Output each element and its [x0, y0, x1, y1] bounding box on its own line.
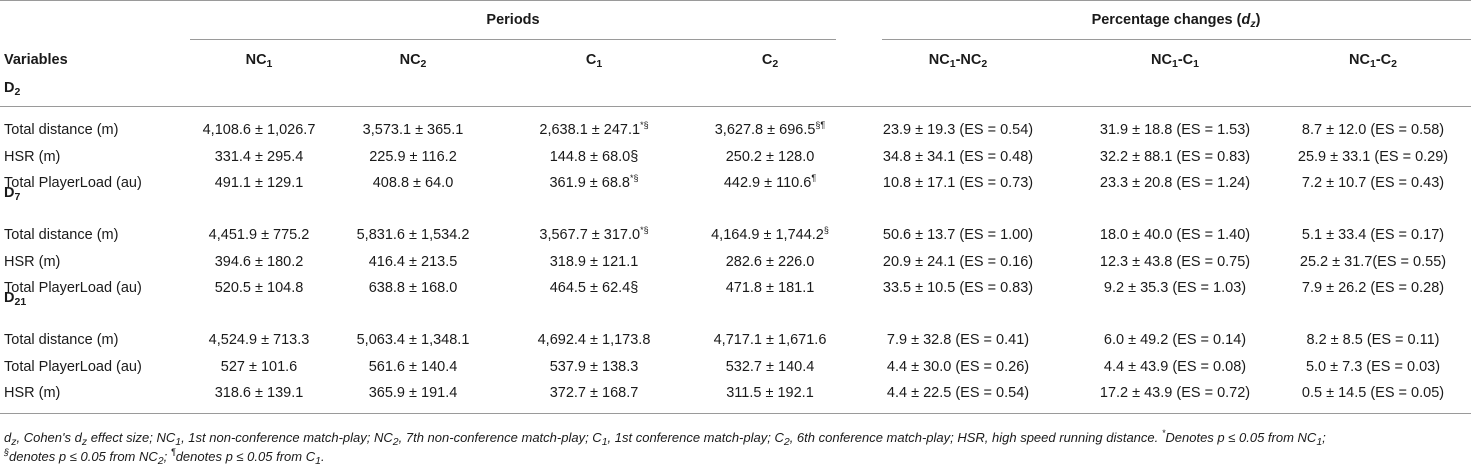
- group-label: D7: [4, 185, 21, 203]
- value-cell-c2: 311.5 ± 192.1: [726, 385, 814, 401]
- value-cell-d1: 34.8 ± 34.1 (ES = 0.48): [882, 148, 1034, 165]
- periods-rule: [190, 39, 836, 40]
- value-cell-c1: 372.7 ± 168.7: [549, 385, 639, 401]
- value-cell-c2: 3,627.8 ± 696.5§¶: [714, 120, 826, 139]
- value-cell-d3: 5.1 ± 33.4 (ES = 0.17): [1301, 227, 1445, 243]
- value-cell-c2: 471.8 ± 181.1: [725, 280, 815, 296]
- value-cell-nc1: 331.4 ± 295.4: [214, 148, 304, 165]
- variable-cell: Total distance (m): [4, 227, 119, 243]
- value-cell-nc1: 4,108.6 ± 1,026.7: [202, 122, 316, 138]
- header-bottom-rule: [0, 106, 1471, 107]
- col-header-nc1-nc2: NC1-NC2: [928, 52, 988, 70]
- value-cell-d1: 23.9 ± 19.3 (ES = 0.54): [882, 122, 1034, 138]
- value-cell-c1: 537.9 ± 138.3: [549, 358, 639, 375]
- value-cell-nc1: 394.6 ± 180.2: [214, 253, 304, 270]
- value-cell-c1: 3,567.7 ± 317.0*§: [539, 225, 649, 244]
- value-cell-d2: 6.0 ± 49.2 (ES = 0.14): [1103, 332, 1247, 348]
- value-cell-d2: 31.9 ± 18.8 (ES = 1.53): [1099, 122, 1251, 138]
- value-cell-d3: 25.2 ± 31.7(ES = 0.55): [1299, 253, 1447, 270]
- col-header-nc2: NC2: [399, 52, 427, 70]
- value-cell-nc2: 416.4 ± 213.5: [368, 253, 458, 270]
- value-cell-d3: 5.0 ± 7.3 (ES = 0.03): [1305, 358, 1441, 375]
- value-cell-c1: 318.9 ± 121.1: [549, 253, 639, 270]
- variable-cell: HSR (m): [4, 148, 61, 165]
- value-cell-c2: 282.6 ± 226.0: [725, 253, 815, 270]
- value-cell-c2: 4,164.9 ± 1,744.2§: [711, 225, 829, 244]
- col-header-nc1: NC1: [245, 52, 273, 70]
- top-rule: [0, 0, 1471, 1]
- variables-header: Variables: [4, 52, 68, 68]
- variable-cell: Total PlayerLoad (au): [4, 280, 142, 296]
- col-header-c2: C2: [761, 52, 779, 70]
- value-cell-nc2: 5,831.6 ± 1,534.2: [356, 227, 470, 243]
- value-cell-c2: 4,717.1 ± 1,671.6: [713, 332, 827, 348]
- value-cell-nc2: 561.6 ± 140.4: [368, 358, 458, 375]
- value-cell-nc1: 318.6 ± 139.1: [214, 385, 304, 401]
- value-cell-d3: 8.2 ± 8.5 (ES = 0.11): [1306, 332, 1440, 348]
- value-cell-nc1: 4,451.9 ± 775.2: [208, 227, 310, 243]
- value-cell-d2: 32.2 ± 88.1 (ES = 0.83): [1099, 148, 1251, 165]
- col-header-nc1-c2: NC1-C2: [1349, 52, 1397, 70]
- variable-cell: Total PlayerLoad (au): [4, 358, 142, 375]
- value-cell-c1: 4,692.4 ± 1,173.8: [537, 332, 651, 348]
- value-cell-c1: 2,638.1 ± 247.1*§: [539, 120, 649, 139]
- value-cell-d3: 7.2 ± 10.7 (ES = 0.43): [1301, 175, 1445, 191]
- group-label: D2: [4, 80, 21, 98]
- value-cell-c1: 464.5 ± 62.4§: [549, 280, 639, 296]
- variable-cell: Total distance (m): [4, 332, 119, 348]
- value-cell-nc2: 365.9 ± 191.4: [368, 385, 458, 401]
- variable-cell: Total distance (m): [4, 122, 119, 138]
- value-cell-d1: 33.5 ± 10.5 (ES = 0.83): [882, 280, 1034, 296]
- value-cell-d2: 9.2 ± 35.3 (ES = 1.03): [1103, 280, 1247, 296]
- value-cell-d1: 20.9 ± 24.1 (ES = 0.16): [882, 253, 1034, 270]
- value-cell-c2: 250.2 ± 128.0: [725, 148, 815, 165]
- value-cell-nc2: 638.8 ± 168.0: [368, 280, 458, 296]
- value-cell-c2: 442.9 ± 110.6¶: [723, 173, 817, 192]
- variable-cell: HSR (m): [4, 253, 61, 270]
- variable-cell: Total PlayerLoad (au): [4, 175, 142, 191]
- value-cell-d2: 12.3 ± 43.8 (ES = 0.75): [1099, 253, 1251, 270]
- value-cell-nc2: 3,573.1 ± 365.1: [362, 122, 464, 138]
- value-cell-d3: 8.7 ± 12.0 (ES = 0.58): [1301, 122, 1445, 138]
- table-footnote: dz, Cohen's dz effect size; NC1, 1st non…: [4, 428, 1326, 467]
- value-cell-nc1: 527 ± 101.6: [220, 358, 298, 375]
- value-cell-d1: 4.4 ± 22.5 (ES = 0.54): [886, 385, 1030, 401]
- value-cell-c1: 361.9 ± 68.8*§: [549, 173, 639, 192]
- value-cell-d1: 10.8 ± 17.1 (ES = 0.73): [882, 175, 1034, 191]
- group-label: D21: [4, 290, 27, 308]
- percentage-changes-rule: [882, 39, 1471, 40]
- value-cell-d2: 18.0 ± 40.0 (ES = 1.40): [1099, 227, 1251, 243]
- col-header-c1: C1: [585, 52, 603, 70]
- value-cell-c2: 532.7 ± 140.4: [725, 358, 815, 375]
- value-cell-d2: 17.2 ± 43.9 (ES = 0.72): [1099, 385, 1251, 401]
- value-cell-nc1: 4,524.9 ± 713.3: [208, 332, 310, 348]
- percentage-changes-header: Percentage changes (dz): [1091, 12, 1261, 30]
- value-cell-nc1: 520.5 ± 104.8: [214, 280, 304, 296]
- variable-cell: HSR (m): [4, 385, 61, 401]
- value-cell-nc2: 225.9 ± 116.2: [369, 148, 457, 165]
- value-cell-d1: 4.4 ± 30.0 (ES = 0.26): [886, 358, 1030, 375]
- value-cell-d3: 7.9 ± 26.2 (ES = 0.28): [1301, 280, 1445, 296]
- value-cell-d3: 0.5 ± 14.5 (ES = 0.05): [1301, 385, 1445, 401]
- table-bottom-rule: [0, 413, 1471, 414]
- value-cell-d1: 7.9 ± 32.8 (ES = 0.41): [886, 332, 1030, 348]
- value-cell-nc2: 408.8 ± 64.0: [372, 175, 454, 191]
- value-cell-d2: 23.3 ± 20.8 (ES = 1.24): [1099, 175, 1251, 191]
- value-cell-c1: 144.8 ± 68.0§: [549, 148, 639, 165]
- value-cell-d1: 50.6 ± 13.7 (ES = 1.00): [882, 227, 1034, 243]
- value-cell-nc1: 491.1 ± 129.1: [214, 175, 304, 191]
- value-cell-nc2: 5,063.4 ± 1,348.1: [356, 332, 470, 348]
- value-cell-d2: 4.4 ± 43.9 (ES = 0.08): [1103, 358, 1247, 375]
- value-cell-d3: 25.9 ± 33.1 (ES = 0.29): [1297, 148, 1449, 165]
- periods-header: Periods: [486, 12, 540, 28]
- col-header-nc1-c1: NC1-C1: [1151, 52, 1199, 70]
